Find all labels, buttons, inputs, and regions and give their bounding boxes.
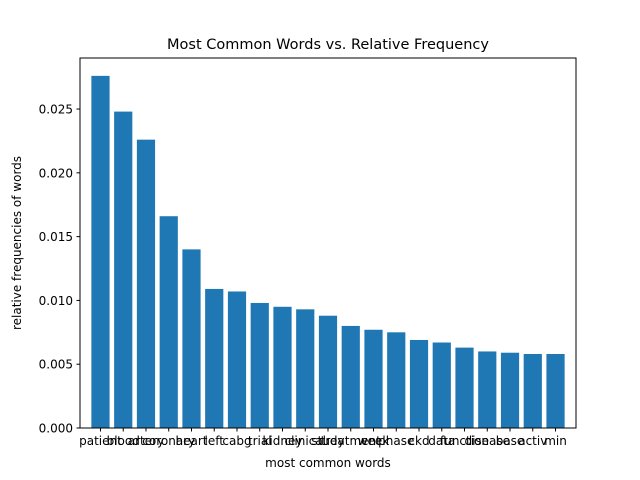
x-tick-label-ckd: ckd [408, 434, 429, 448]
bar-function [455, 347, 474, 428]
x-axis-label: most common words [265, 456, 391, 470]
x-tick-label-base: base [496, 434, 525, 448]
bar-ckd [409, 339, 429, 428]
plot-frame [79, 57, 577, 429]
x-tick-label-function: function [440, 434, 489, 448]
y-tick-label: 0.000 [39, 422, 73, 436]
bar-disease [478, 351, 497, 428]
x-tick-label-patient: patient [79, 434, 122, 448]
y-tick-label: 0.020 [39, 166, 73, 180]
x-tick-label-activ: activ [518, 434, 547, 448]
bar-week [364, 329, 383, 428]
x-tick-label-left: left [205, 434, 225, 448]
bar-treatment [341, 325, 360, 428]
x-tick-label-artery: artery [128, 434, 164, 448]
x-tick-label-clinical: clinical [284, 434, 326, 448]
x-tick-label-min: min [544, 434, 567, 448]
x-tick-label-kidney: kidney [262, 434, 302, 448]
bar-patient [91, 75, 110, 429]
y-tick-label: 0.010 [39, 294, 73, 308]
bar-data [432, 342, 451, 428]
y-tick-label: 0.025 [39, 103, 73, 117]
bar-heart [182, 249, 201, 428]
x-tick-label-cabg: cabg [222, 434, 251, 448]
bar-phase [387, 332, 406, 428]
y-axis-ticks: 0.000 0.005 0.010 0.015 0.020 0.025 [39, 103, 80, 436]
x-tick-label-heart: heart [175, 434, 207, 448]
bar-study [318, 315, 338, 428]
bars-group [91, 75, 565, 429]
bar-clinical [296, 309, 315, 428]
bar-base [500, 352, 520, 428]
bar-activ [523, 354, 542, 428]
x-tick-label-blood: blood [107, 434, 140, 448]
x-tick-label-trial: trial [248, 434, 272, 448]
x-tick-label-study: study [311, 434, 344, 448]
bar-artery [136, 139, 156, 428]
y-axis-label: relative frequencies of words [10, 156, 24, 330]
bar-min [546, 354, 565, 428]
bar-trial [250, 302, 269, 428]
x-tick-label-disease: disease [464, 434, 510, 448]
x-tick-label-week: week [358, 434, 390, 448]
chart-title: Most Common Words vs. Relative Frequency [167, 37, 489, 53]
bar-cabg [227, 291, 247, 428]
bar-coronary [159, 216, 178, 428]
bar-blood [114, 111, 133, 428]
bar-left [205, 288, 224, 428]
bar-kidney [273, 306, 292, 428]
x-axis-ticks: patientbloodarterycoronaryheartleftcabgt… [79, 428, 567, 448]
x-tick-label-phase: phase [378, 434, 414, 448]
y-tick-label: 0.015 [39, 230, 73, 244]
x-tick-label-data: data [428, 434, 455, 448]
x-tick-label-treatment: treatment [321, 434, 381, 448]
x-tick-label-coronary: coronary [142, 434, 195, 448]
y-tick-label: 0.005 [39, 358, 73, 372]
